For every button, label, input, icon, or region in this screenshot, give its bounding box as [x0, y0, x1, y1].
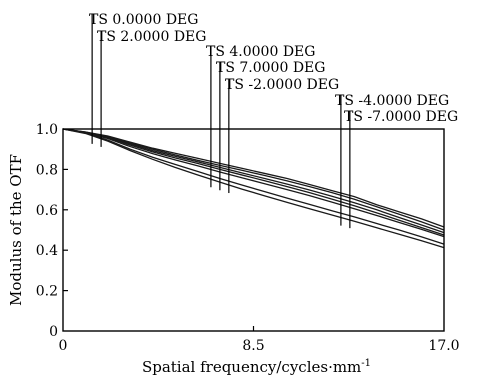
x-axis-label-exponent: -1	[361, 358, 371, 369]
x-tick-label: 0	[59, 338, 68, 354]
x-axis-label-text: Spatial frequency/cycles·mm	[142, 358, 361, 376]
plot-frame	[62, 128, 445, 332]
series-line	[62, 128, 445, 236]
legend-label: TS -4.0000 DEG	[335, 93, 449, 109]
series-line	[62, 128, 445, 249]
y-axis-ticks: 0 0.2 0.4 0.6 0.8 1.0	[36, 122, 68, 340]
x-axis-label: Spatial frequency/cycles·mm-1	[142, 358, 371, 376]
series-line	[62, 128, 445, 231]
x-axis-ticks: 0 8.5 17.0	[59, 326, 460, 354]
y-axis-label: Modulus of the OTF	[7, 154, 25, 306]
y-tick-label: 1.0	[36, 122, 58, 138]
series-line	[62, 128, 445, 228]
legend-label: TS 7.0000 DEG	[216, 60, 325, 76]
y-tick-label: 0.4	[36, 243, 58, 259]
legend-label: TS 4.0000 DEG	[206, 44, 315, 60]
legend-label: TS 2.0000 DEG	[97, 29, 206, 45]
series-line	[62, 128, 445, 238]
x-tick-label: 8.5	[242, 338, 264, 354]
mtf-curves	[62, 128, 445, 249]
y-tick-label: 0	[49, 324, 58, 340]
y-tick-label: 0.6	[36, 203, 58, 219]
legend-label: TS 0.0000 DEG	[89, 12, 198, 28]
legend-label: TS -2.0000 DEG	[225, 77, 339, 93]
series-line	[62, 128, 445, 245]
y-tick-label: 0.8	[36, 162, 58, 178]
x-tick-label: 17.0	[428, 338, 459, 354]
legend-marker-lines	[91, 14, 351, 229]
series-line	[62, 128, 445, 234]
y-tick-label: 0.2	[36, 284, 58, 300]
legend-label: TS -7.0000 DEG	[344, 109, 458, 125]
